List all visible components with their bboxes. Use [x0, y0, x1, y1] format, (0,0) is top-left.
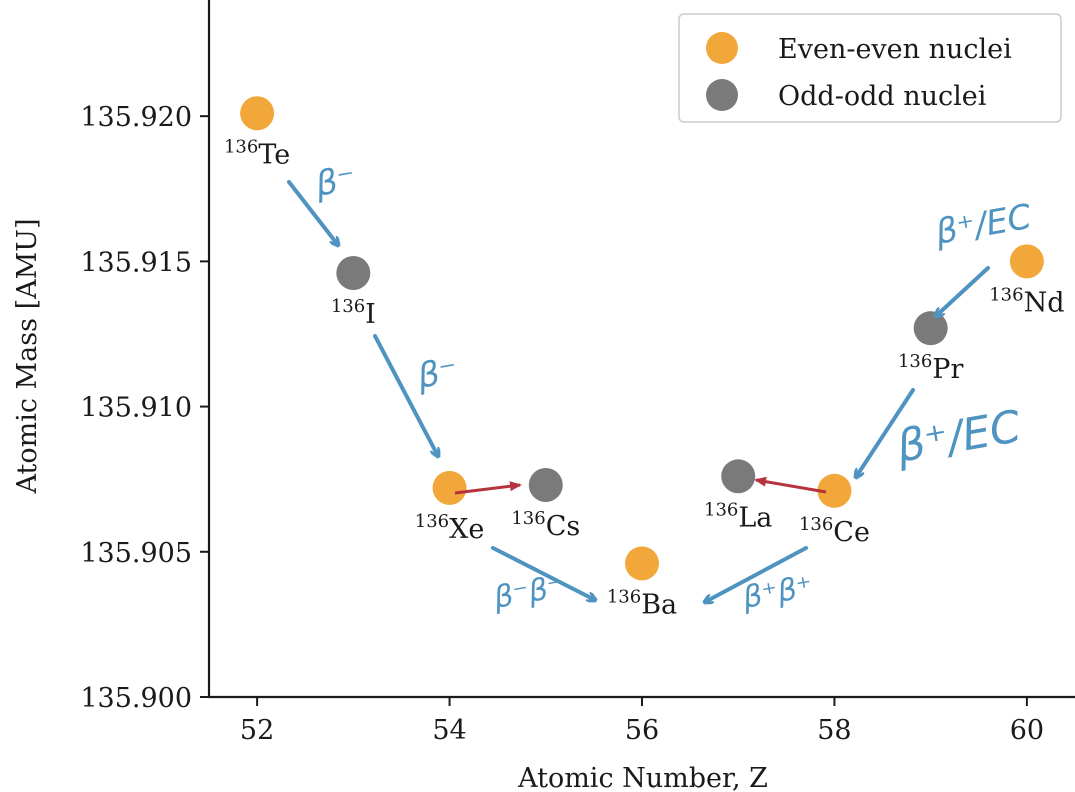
nucleus-label-xe: 136Xe: [415, 511, 485, 545]
decay-arrow-te-i: [287, 180, 338, 245]
legend-box: [678, 13, 1062, 123]
annotation-beta-plus-ec-1: β⁺/EC: [932, 197, 1035, 253]
decay-arrow-pr-ce: [856, 388, 915, 477]
nucleus-point-nd: [1009, 244, 1044, 279]
x-tick-label: 58: [817, 715, 851, 746]
annotation-beta-minus-2: β⁻: [414, 351, 461, 397]
decay-arrow-xe-cs: [454, 481, 522, 495]
nucleus-point-xe: [432, 470, 467, 505]
nucleus-label-nd: 136Nd: [989, 284, 1064, 318]
annotation-beta-minus-1: β⁻: [312, 159, 359, 205]
y-tick-label: 135.915: [80, 247, 192, 278]
legend-label-odd-odd: Odd-odd nuclei: [778, 81, 987, 112]
x-tick-label: 54: [432, 715, 466, 746]
nucleus-point-ce: [817, 473, 852, 508]
annotation-double-beta-minus: β⁻β⁻: [490, 569, 566, 616]
x-tick-label: 60: [1010, 715, 1044, 746]
nucleus-label-cs: 136Cs: [511, 508, 580, 542]
annotation-beta-plus-ec-2: β⁺/EC: [892, 401, 1025, 473]
y-tick-label: 135.905: [80, 538, 192, 569]
nucleus-label-la: 136La: [704, 499, 772, 533]
decay-annotations: β⁻ β⁻ β⁻β⁻ β⁺β⁺ β⁺/EC β⁺/EC: [312, 159, 1035, 616]
legend-marker-even-even: [706, 32, 738, 64]
decay-arrow-nd-pr: [936, 266, 990, 316]
nucleus-point-pr: [913, 311, 948, 346]
x-tick-label: 52: [240, 715, 274, 746]
legend: Even-even nuclei Odd-odd nuclei: [678, 13, 1062, 123]
y-tick-label: 135.900: [80, 683, 192, 714]
x-axis-label: Atomic Number, Z: [517, 763, 768, 792]
legend-marker-odd-odd: [706, 79, 738, 111]
decay-arrow-i-xe: [373, 334, 438, 456]
nucleus-point-la: [721, 459, 756, 494]
nucleus-label-ce: 136Ce: [799, 514, 870, 548]
nucleus-point-i: [336, 255, 371, 290]
nucleus-label-pr: 136Pr: [898, 351, 964, 385]
y-axis-label: Atomic Mass [AMU]: [12, 218, 43, 494]
nucleus-point-cs: [528, 467, 563, 502]
nucleus-label-te: 136Te: [224, 136, 290, 170]
decay-arrows: [287, 180, 990, 602]
y-tick-label: 135.920: [80, 102, 192, 133]
decay-arrow-ce-ba: [705, 546, 808, 602]
nucleus-point-te: [240, 96, 275, 131]
decay-arrow-xe-ba: [491, 546, 595, 600]
y-tick-label: 135.910: [80, 393, 192, 424]
nucleus-label-i: 136I: [331, 296, 376, 330]
nucleus-point-ba: [625, 546, 659, 581]
nucleus-label-ba: 136Ba: [607, 586, 677, 620]
legend-label-even-even: Even-even nuclei: [778, 34, 1012, 65]
decay-arrow-ce-la: [754, 476, 827, 494]
x-tick-label: 56: [625, 715, 659, 746]
